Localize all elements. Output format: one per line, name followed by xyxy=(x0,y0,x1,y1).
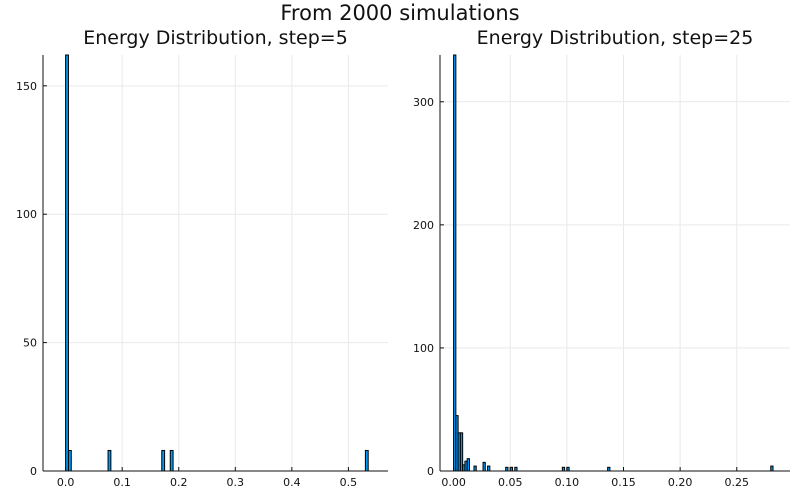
y-tick-label: 0 xyxy=(30,465,37,478)
histogram-bar xyxy=(770,465,774,472)
x-tick-label: 0.20 xyxy=(668,476,693,489)
chart-grid xyxy=(440,55,790,472)
y-tick-label: 300 xyxy=(413,96,434,109)
histogram-bar xyxy=(364,449,369,472)
x-tick-label: 0.05 xyxy=(498,476,523,489)
histogram-bar xyxy=(161,449,166,472)
histogram-bar xyxy=(65,54,69,472)
histogram-bar xyxy=(453,54,457,472)
chart-grid xyxy=(43,55,388,472)
bars xyxy=(453,54,774,472)
y-tick-label: 200 xyxy=(413,219,434,232)
x-tick-label: 0.10 xyxy=(555,476,580,489)
histogram-bar xyxy=(607,466,611,472)
histogram-bar xyxy=(505,466,509,472)
y-tick-label: 50 xyxy=(23,337,37,350)
histogram-bar xyxy=(466,458,470,472)
y-tick-label: 150 xyxy=(16,80,37,93)
x-tick-label: 0.25 xyxy=(725,476,750,489)
x-tick-label: 0.2 xyxy=(170,476,188,489)
chart-title: Energy Distribution, step=5 xyxy=(83,27,348,49)
y-tick-label: 0 xyxy=(427,465,434,478)
x-tick-label: 0.4 xyxy=(283,476,301,489)
histogram-bar xyxy=(482,461,486,472)
y-tick-label: 100 xyxy=(16,208,37,221)
chart-title: Energy Distribution, step=25 xyxy=(477,27,754,49)
chart-panel-2: 0.00 0.05 0.10 0.15 0.20 0.25 0 100 200 300 Energy… xyxy=(413,27,790,489)
x-tick-label: 0.3 xyxy=(227,476,245,489)
x-tick-label: 0.0 xyxy=(57,476,75,489)
chart-panel-1: 0.0 0.1 0.2 0.3 0.4 0.5 0 50 100 150 Energy Distri… xyxy=(16,27,388,489)
histogram-bar xyxy=(561,466,566,472)
x-tick-label: 0.15 xyxy=(611,476,636,489)
figure-suptitle: From 2000 simulations xyxy=(280,1,520,25)
histogram-bar xyxy=(169,449,174,472)
x-tick-label: 0.00 xyxy=(441,476,466,489)
histogram-bar xyxy=(67,449,72,472)
histogram-bar xyxy=(514,466,518,472)
y-tick-label: 100 xyxy=(413,342,434,355)
bars xyxy=(65,54,369,472)
histogram-bar xyxy=(107,449,112,472)
x-tick-label: 0.5 xyxy=(340,476,358,489)
histogram-bar xyxy=(473,465,477,472)
histogram-bar xyxy=(487,465,491,472)
x-tick-label: 0.1 xyxy=(113,476,131,489)
